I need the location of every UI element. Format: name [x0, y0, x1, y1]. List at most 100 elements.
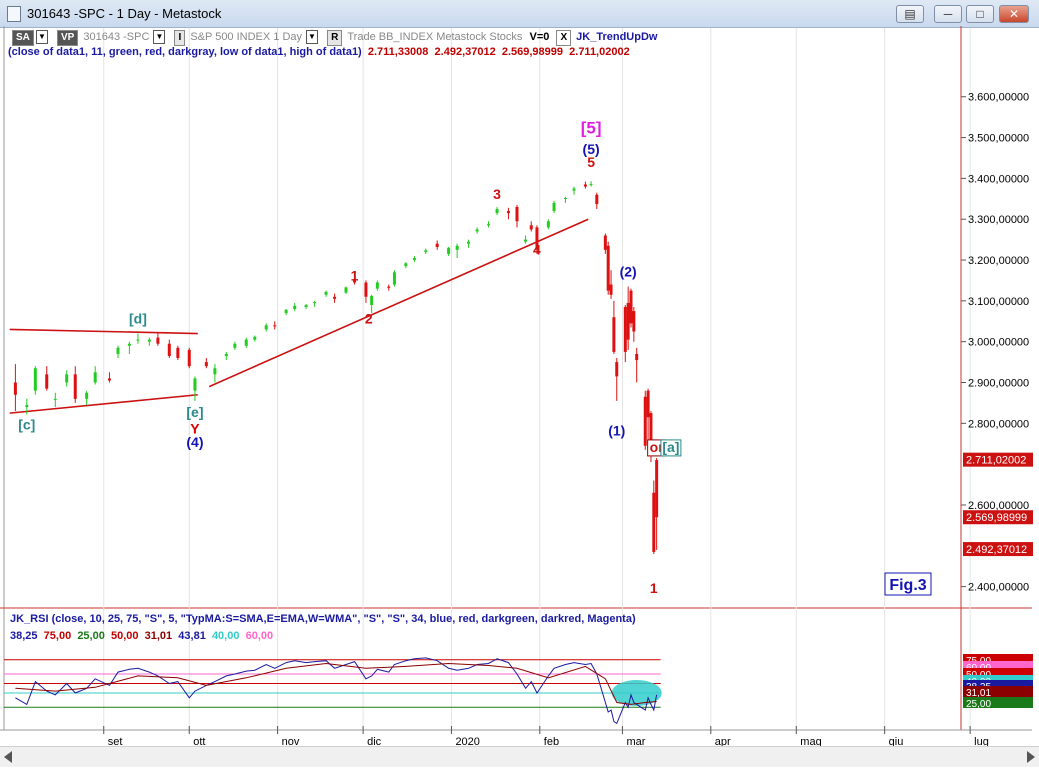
rsi-value: 40,00 [211, 630, 240, 642]
y-tick-label: 3.300,00000 [968, 214, 1029, 226]
x-button[interactable]: X [556, 30, 572, 46]
x-tick-label: nov [282, 736, 300, 748]
candle-body [13, 382, 17, 395]
candle-body [187, 349, 191, 367]
candle-body [176, 347, 180, 359]
rsi-badge [963, 654, 1033, 665]
x-tick-label: mag [800, 736, 821, 748]
candle-body [73, 374, 77, 399]
price-badge [963, 542, 1033, 557]
candle-body [364, 282, 368, 297]
rsi-value: 60,00 [245, 630, 274, 642]
rsi-value: 38,25 [10, 630, 38, 642]
period-dropdown[interactable]: ▼ [306, 30, 319, 44]
price-param-v2: 2.492,37012 [434, 46, 496, 58]
scroll-left-icon[interactable] [4, 751, 12, 763]
candle-body [475, 229, 479, 232]
fig-label-group: Fig.3 [884, 572, 932, 596]
y-tick-label: 3.600,00000 [968, 92, 1029, 104]
y-tick-label: 2.900,00000 [968, 378, 1029, 390]
candle-body [193, 378, 197, 391]
rsi-main-line [15, 657, 658, 725]
candle-body [224, 353, 228, 356]
candle-body [353, 280, 357, 283]
price-grid [0, 26, 1032, 731]
candle-body [404, 263, 408, 267]
price-params: (close of data1, 11, green, red, darkgra… [8, 46, 630, 58]
x-tick-label: giu [889, 736, 904, 748]
y-tick-label: 3.400,00000 [968, 173, 1029, 185]
candle-body [524, 239, 528, 242]
candle-body [583, 184, 587, 187]
wave-label: [d] [129, 310, 147, 326]
x-tick-label: apr [715, 736, 731, 748]
candle-body [127, 343, 131, 346]
price-badge-label: 2.492,37012 [966, 544, 1027, 556]
window-titlebar: 301643 -SPC - 1 Day - Metastock ▤ ─ □ ✕ [0, 0, 1039, 28]
restore-panel-button[interactable]: ▤ [896, 5, 924, 23]
rsi-badge [963, 661, 1033, 672]
i-button[interactable]: I [174, 30, 186, 46]
maximize-button[interactable]: □ [966, 5, 994, 23]
rsi-params-text: JK_RSI (close, 10, 25, 75, "S", 5, "TypM… [10, 613, 636, 625]
minimize-button[interactable]: ─ [934, 5, 962, 23]
candle-body [606, 245, 610, 291]
candle-body [612, 317, 616, 352]
price-badge-label: 2.569,98999 [966, 512, 1027, 524]
window-title: 301643 -SPC - 1 Day - Metastock [27, 6, 222, 21]
x-tick-label: mar [626, 736, 645, 748]
scroll-right-icon[interactable] [1027, 751, 1035, 763]
candle-body [213, 368, 217, 375]
candle-body [572, 188, 576, 191]
sa-dropdown[interactable]: ▼ [35, 30, 48, 44]
vp-button[interactable]: VP [56, 30, 79, 46]
candle-body [387, 286, 391, 288]
symbol-dropdown[interactable]: ▼ [153, 30, 166, 44]
horizontal-scrollbar[interactable] [0, 746, 1039, 767]
rsi-badge [963, 697, 1033, 708]
wave-label: [5] [581, 118, 602, 137]
fig-label-box [884, 572, 932, 596]
candle-body [643, 396, 647, 446]
candle-body [467, 241, 471, 244]
candle-body [635, 353, 639, 361]
candle-body [529, 225, 533, 230]
price-param-v3: 2.569,98999 [501, 46, 564, 58]
r-button[interactable]: R [327, 30, 343, 46]
close-button[interactable]: ✕ [999, 5, 1029, 23]
y-tick-label: 3.000,00000 [968, 337, 1029, 349]
wave-label: 1 [351, 267, 359, 283]
candle-body [147, 339, 151, 342]
wave-label: (4) [186, 434, 203, 450]
candle-body [65, 374, 69, 383]
wave-label: 2 [365, 310, 373, 326]
rsi-value: 31,01 [144, 630, 173, 642]
candle-body [615, 362, 619, 377]
rsi-values: 38,25 75,00 25,00 50,00 31,01 43,81 40,0… [10, 630, 273, 642]
rsi-badge [963, 686, 1033, 697]
x-tick-label: set [108, 736, 123, 748]
candle-body [204, 362, 208, 367]
sa-button[interactable]: SA [12, 30, 34, 46]
a-box [660, 439, 682, 457]
candle-body [495, 209, 499, 214]
rsi-badge [963, 668, 1033, 679]
candle-body [392, 272, 396, 285]
wave-label: 3 [493, 186, 501, 202]
wave-label: 1 [650, 580, 658, 596]
candle-body [25, 404, 29, 408]
candle-body [487, 224, 490, 226]
candle-body [93, 372, 97, 383]
candle-body [33, 368, 37, 391]
price-param-v1: 2.711,33008 [367, 46, 429, 58]
y-axis: 3.600,00000 3.500,00000 3.400,00000 3.300,0… [961, 92, 1029, 594]
candle-body [116, 347, 120, 354]
candle-body [655, 460, 659, 518]
rsi-value: 43,81 [178, 630, 206, 642]
trendlines [9, 218, 589, 414]
candle-body [293, 305, 297, 310]
rsi-value: 75,00 [43, 630, 72, 642]
candle-body [107, 378, 111, 381]
